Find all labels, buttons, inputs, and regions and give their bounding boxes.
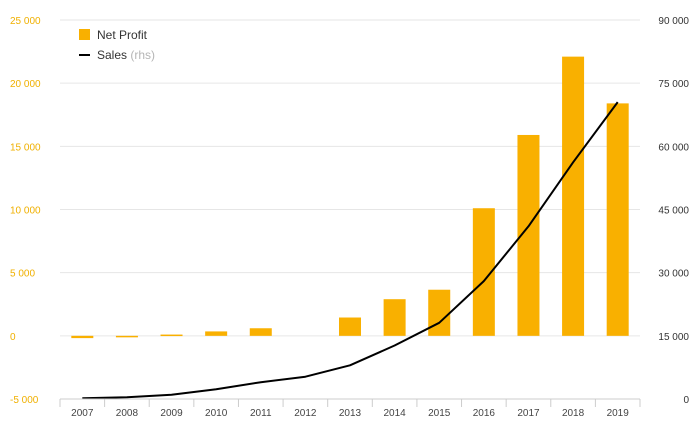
x-tick-label-2013: 2013 bbox=[339, 408, 362, 419]
x-tick-label-2014: 2014 bbox=[383, 408, 406, 419]
x-axis: 2007 2008 2009 2010 2011 2012 2013 2014 2015 2016… bbox=[59, 398, 641, 419]
left-tick-label-3: 10 000 bbox=[10, 206, 41, 217]
x-tick-label-2012: 2012 bbox=[294, 408, 317, 419]
bar-net-profit-2008 bbox=[115, 335, 138, 338]
x-tick-label-2007: 2007 bbox=[71, 408, 94, 419]
sales-line-group bbox=[82, 101, 619, 400]
bar-net-profit-2018 bbox=[562, 56, 585, 336]
right-tick-label-4: 60 000 bbox=[658, 142, 689, 153]
sales-line bbox=[82, 101, 619, 400]
bar-net-profit-2016 bbox=[472, 208, 495, 336]
right-tick-label-2: 30 000 bbox=[658, 269, 689, 280]
legend-swatch-net-profit bbox=[79, 29, 90, 40]
left-tick-label-4: 15 000 bbox=[10, 142, 41, 153]
x-tick-label-2017: 2017 bbox=[517, 408, 540, 419]
right-tick-label-6: 90 000 bbox=[658, 16, 689, 27]
legend-label-net-profit: Net Profit bbox=[97, 28, 148, 42]
legend-label-sales-suffix: (rhs) bbox=[130, 48, 155, 62]
right-tick-label-3: 45 000 bbox=[658, 206, 689, 217]
right-tick-label-5: 75 000 bbox=[658, 79, 689, 90]
bar-net-profit-2009 bbox=[160, 334, 183, 337]
bar-net-profit-2015 bbox=[428, 289, 451, 336]
x-tick-label-2016: 2016 bbox=[473, 408, 496, 419]
left-axis: -5 000 0 5 000 10 000 15 000 20 000 25 000 bbox=[10, 16, 41, 406]
x-tick-label-2011: 2011 bbox=[250, 408, 272, 419]
x-tick-label-2018: 2018 bbox=[562, 408, 585, 419]
bar-net-profit-2017 bbox=[517, 134, 540, 336]
x-tick-label-2010: 2010 bbox=[205, 408, 228, 419]
svg-text:Sales (rhs): Sales (rhs) bbox=[97, 48, 155, 62]
x-tick-label-2009: 2009 bbox=[160, 408, 183, 419]
net-profit-bars bbox=[71, 56, 629, 339]
right-tick-label-1: 15 000 bbox=[658, 332, 689, 343]
bar-net-profit-2010 bbox=[205, 331, 228, 336]
left-tick-label-6: 25 000 bbox=[10, 16, 41, 27]
legend: Net Profit Sales (rhs) bbox=[79, 28, 155, 62]
x-tick-label-2015: 2015 bbox=[428, 408, 451, 419]
bar-net-profit-2011 bbox=[249, 328, 272, 336]
bar-net-profit-2019 bbox=[606, 103, 629, 336]
legend-label-sales: Sales bbox=[97, 48, 127, 62]
right-tick-label-0: 0 bbox=[683, 395, 689, 406]
bar-net-profit-2014 bbox=[383, 299, 406, 336]
left-tick-label-1: 0 bbox=[10, 332, 16, 343]
left-tick-label-0: -5 000 bbox=[10, 395, 39, 406]
bar-net-profit-2013 bbox=[339, 317, 361, 336]
right-axis: 0 15 000 30 000 45 000 60 000 75 000 90 000 bbox=[658, 16, 689, 406]
gridlines bbox=[60, 19, 640, 400]
bar-net-profit-2007 bbox=[71, 335, 94, 339]
x-tick-label-2008: 2008 bbox=[116, 408, 139, 419]
left-tick-label-2: 5 000 bbox=[10, 269, 35, 280]
left-tick-label-5: 20 000 bbox=[10, 79, 41, 90]
x-tick-label-2019: 2019 bbox=[607, 408, 630, 419]
